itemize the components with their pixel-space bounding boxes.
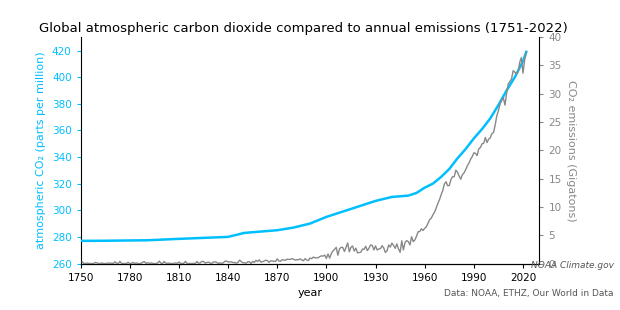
- X-axis label: year: year: [298, 288, 322, 298]
- Text: Data: NOAA, ETHZ, Our World in Data: Data: NOAA, ETHZ, Our World in Data: [445, 289, 614, 298]
- Text: Global atmospheric carbon dioxide compared to annual emissions (1751-2022): Global atmospheric carbon dioxide compar…: [39, 22, 568, 35]
- Y-axis label: CO₂ emissions (Gigatons): CO₂ emissions (Gigatons): [565, 80, 575, 221]
- Text: NOAA Climate.gov: NOAA Climate.gov: [531, 261, 614, 270]
- Y-axis label: atmospheric CO₂ (parts per million): atmospheric CO₂ (parts per million): [36, 51, 46, 249]
